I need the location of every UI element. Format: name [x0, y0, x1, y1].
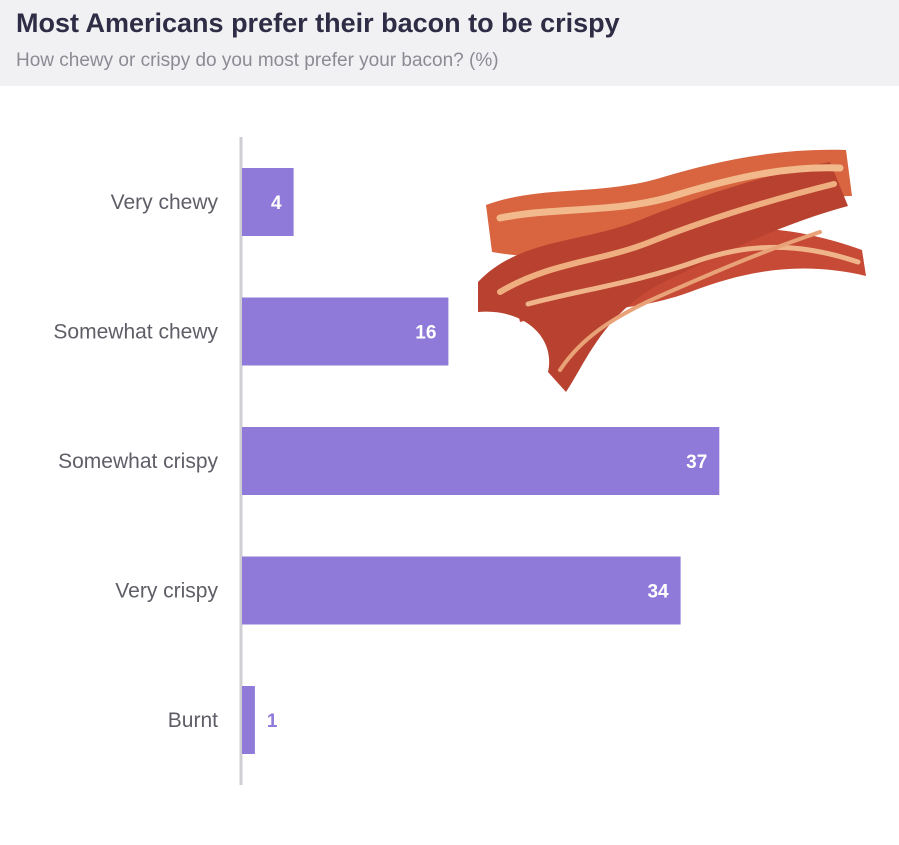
bar: [242, 686, 255, 754]
data-label: 34: [647, 582, 669, 603]
bar: [242, 427, 720, 495]
category-label: Burnt: [168, 709, 218, 732]
bacon-illustration: [478, 149, 866, 392]
category-label: Very crispy: [115, 580, 218, 603]
data-label: 4: [271, 193, 282, 214]
bar: [242, 556, 681, 625]
data-label: 1: [267, 711, 278, 732]
bar: [242, 297, 449, 366]
chart-subtitle: How chewy or crispy do you most prefer y…: [16, 50, 499, 71]
data-label: 37: [686, 452, 707, 473]
chart-header: Most Americans prefer their bacon to be …: [0, 0, 899, 86]
chart-title: Most Americans prefer their bacon to be …: [16, 8, 620, 38]
bar: [242, 168, 294, 236]
category-label: Somewhat crispy: [58, 450, 218, 473]
data-label: 16: [415, 323, 436, 344]
category-label: Very chewy: [111, 191, 219, 214]
category-label: Somewhat chewy: [53, 321, 218, 344]
